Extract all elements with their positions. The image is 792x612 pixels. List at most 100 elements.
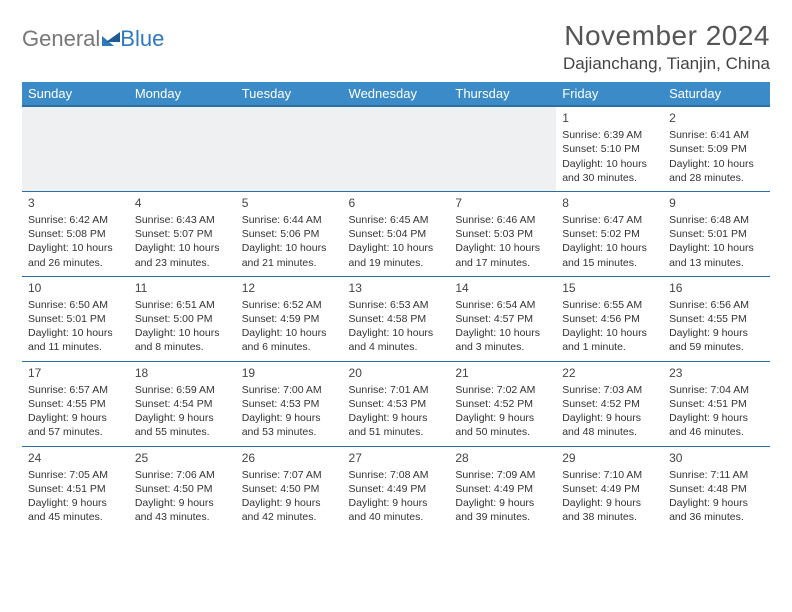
cell-daylight2: and 48 minutes. — [562, 425, 657, 439]
day-cell: 20Sunrise: 7:01 AMSunset: 4:53 PMDayligh… — [343, 361, 450, 446]
cell-daylight1: Daylight: 10 hours — [669, 241, 764, 255]
cell-sunset: Sunset: 4:48 PM — [669, 482, 764, 496]
cell-daylight1: Daylight: 10 hours — [135, 326, 230, 340]
day-cell: 16Sunrise: 6:56 AMSunset: 4:55 PMDayligh… — [663, 276, 770, 361]
cell-sunset: Sunset: 5:04 PM — [349, 227, 444, 241]
cell-sunset: Sunset: 4:58 PM — [349, 312, 444, 326]
logo-text-blue: Blue — [120, 26, 164, 52]
cell-sunset: Sunset: 5:10 PM — [562, 142, 657, 156]
cell-sunrise: Sunrise: 6:46 AM — [455, 213, 550, 227]
date-number: 29 — [562, 450, 657, 466]
cell-daylight2: and 51 minutes. — [349, 425, 444, 439]
cell-daylight1: Daylight: 9 hours — [349, 411, 444, 425]
cell-daylight2: and 17 minutes. — [455, 256, 550, 270]
logo-mark-icon — [102, 26, 120, 52]
day-cell: 28Sunrise: 7:09 AMSunset: 4:49 PMDayligh… — [449, 446, 556, 530]
cell-daylight2: and 3 minutes. — [455, 340, 550, 354]
cell-sunset: Sunset: 4:54 PM — [135, 397, 230, 411]
day-cell: 19Sunrise: 7:00 AMSunset: 4:53 PMDayligh… — [236, 361, 343, 446]
date-number: 22 — [562, 365, 657, 381]
cell-sunrise: Sunrise: 6:48 AM — [669, 213, 764, 227]
cell-daylight1: Daylight: 10 hours — [242, 241, 337, 255]
date-number: 20 — [349, 365, 444, 381]
date-number: 21 — [455, 365, 550, 381]
cell-daylight1: Daylight: 9 hours — [28, 496, 123, 510]
day-cell: 14Sunrise: 6:54 AMSunset: 4:57 PMDayligh… — [449, 276, 556, 361]
cell-daylight2: and 53 minutes. — [242, 425, 337, 439]
calendar-body: 1Sunrise: 6:39 AMSunset: 5:10 PMDaylight… — [22, 106, 770, 530]
cell-daylight1: Daylight: 9 hours — [135, 496, 230, 510]
date-number: 27 — [349, 450, 444, 466]
date-number: 9 — [669, 195, 764, 211]
day-header: Wednesday — [343, 82, 450, 106]
cell-sunrise: Sunrise: 6:59 AM — [135, 383, 230, 397]
date-number: 24 — [28, 450, 123, 466]
day-cell — [129, 106, 236, 191]
date-number: 19 — [242, 365, 337, 381]
cell-sunrise: Sunrise: 6:44 AM — [242, 213, 337, 227]
cell-daylight2: and 46 minutes. — [669, 425, 764, 439]
cell-sunrise: Sunrise: 6:51 AM — [135, 298, 230, 312]
cell-daylight2: and 36 minutes. — [669, 510, 764, 524]
title-location: Dajianchang, Tianjin, China — [563, 54, 770, 74]
cell-daylight1: Daylight: 9 hours — [349, 496, 444, 510]
cell-sunrise: Sunrise: 6:43 AM — [135, 213, 230, 227]
calendar-table: Sunday Monday Tuesday Wednesday Thursday… — [22, 82, 770, 530]
cell-daylight2: and 23 minutes. — [135, 256, 230, 270]
day-cell — [449, 106, 556, 191]
day-cell: 30Sunrise: 7:11 AMSunset: 4:48 PMDayligh… — [663, 446, 770, 530]
logo-text-general: General — [22, 26, 100, 52]
cell-sunset: Sunset: 4:51 PM — [28, 482, 123, 496]
cell-daylight1: Daylight: 10 hours — [562, 157, 657, 171]
cell-daylight2: and 43 minutes. — [135, 510, 230, 524]
cell-sunset: Sunset: 5:03 PM — [455, 227, 550, 241]
day-cell: 17Sunrise: 6:57 AMSunset: 4:55 PMDayligh… — [22, 361, 129, 446]
date-number: 2 — [669, 110, 764, 126]
cell-sunrise: Sunrise: 7:11 AM — [669, 468, 764, 482]
day-cell: 5Sunrise: 6:44 AMSunset: 5:06 PMDaylight… — [236, 191, 343, 276]
cell-sunrise: Sunrise: 6:57 AM — [28, 383, 123, 397]
date-number: 26 — [242, 450, 337, 466]
day-cell: 11Sunrise: 6:51 AMSunset: 5:00 PMDayligh… — [129, 276, 236, 361]
day-cell: 26Sunrise: 7:07 AMSunset: 4:50 PMDayligh… — [236, 446, 343, 530]
day-cell: 7Sunrise: 6:46 AMSunset: 5:03 PMDaylight… — [449, 191, 556, 276]
title-block: November 2024 Dajianchang, Tianjin, Chin… — [563, 20, 770, 74]
day-cell: 3Sunrise: 6:42 AMSunset: 5:08 PMDaylight… — [22, 191, 129, 276]
day-cell — [236, 106, 343, 191]
cell-sunrise: Sunrise: 7:01 AM — [349, 383, 444, 397]
cell-daylight1: Daylight: 9 hours — [455, 411, 550, 425]
cell-daylight1: Daylight: 10 hours — [242, 326, 337, 340]
day-header: Friday — [556, 82, 663, 106]
cell-sunset: Sunset: 4:50 PM — [135, 482, 230, 496]
cell-sunset: Sunset: 4:49 PM — [349, 482, 444, 496]
day-cell: 4Sunrise: 6:43 AMSunset: 5:07 PMDaylight… — [129, 191, 236, 276]
cell-daylight1: Daylight: 10 hours — [669, 157, 764, 171]
cell-sunrise: Sunrise: 6:41 AM — [669, 128, 764, 142]
cell-daylight1: Daylight: 9 hours — [455, 496, 550, 510]
date-number: 6 — [349, 195, 444, 211]
day-cell: 23Sunrise: 7:04 AMSunset: 4:51 PMDayligh… — [663, 361, 770, 446]
cell-sunset: Sunset: 5:09 PM — [669, 142, 764, 156]
cell-sunrise: Sunrise: 6:56 AM — [669, 298, 764, 312]
date-number: 16 — [669, 280, 764, 296]
cell-sunrise: Sunrise: 6:45 AM — [349, 213, 444, 227]
date-number: 10 — [28, 280, 123, 296]
calendar-page: General Blue November 2024 Dajianchang, … — [0, 0, 792, 550]
cell-daylight1: Daylight: 10 hours — [28, 241, 123, 255]
date-number: 18 — [135, 365, 230, 381]
cell-daylight2: and 30 minutes. — [562, 171, 657, 185]
date-number: 8 — [562, 195, 657, 211]
day-header: Saturday — [663, 82, 770, 106]
cell-sunrise: Sunrise: 6:50 AM — [28, 298, 123, 312]
cell-sunset: Sunset: 4:55 PM — [28, 397, 123, 411]
cell-sunset: Sunset: 4:52 PM — [562, 397, 657, 411]
cell-daylight1: Daylight: 9 hours — [562, 411, 657, 425]
day-cell: 2 Sunrise: 6:41 AMSunset: 5:09 PMDaylight… — [663, 106, 770, 191]
cell-daylight2: and 38 minutes. — [562, 510, 657, 524]
date-number: 3 — [28, 195, 123, 211]
cell-daylight1: Daylight: 9 hours — [669, 411, 764, 425]
cell-sunrise: Sunrise: 6:54 AM — [455, 298, 550, 312]
day-cell — [343, 106, 450, 191]
cell-sunrise: Sunrise: 7:08 AM — [349, 468, 444, 482]
cell-daylight1: Daylight: 10 hours — [349, 241, 444, 255]
